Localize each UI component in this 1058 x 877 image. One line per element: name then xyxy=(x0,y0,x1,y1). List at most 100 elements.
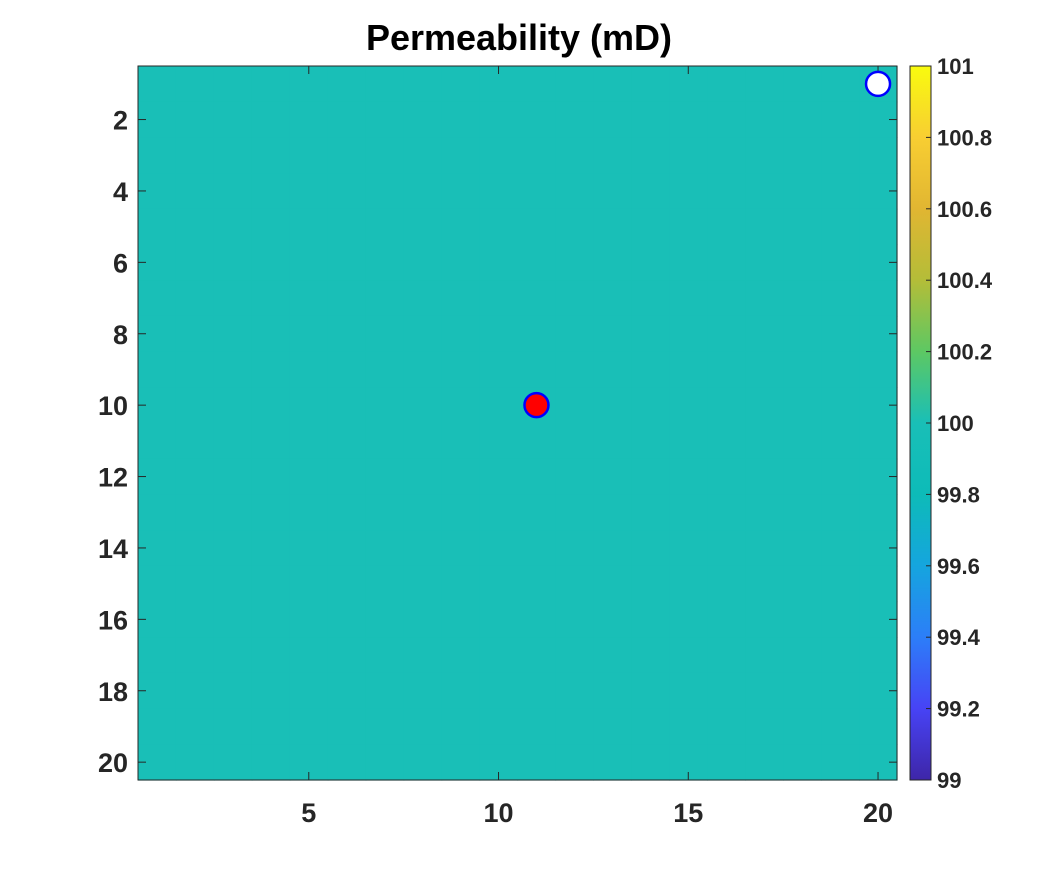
heatmap-cell xyxy=(138,565,177,603)
heatmap-cell xyxy=(555,315,594,353)
heatmap-cell xyxy=(289,208,329,246)
x-axis: 5 10 15 20 xyxy=(301,66,893,828)
heatmap-cell xyxy=(327,458,367,495)
heatmap-cell xyxy=(669,672,708,710)
heatmap-cell xyxy=(669,530,708,567)
heatmap-cell xyxy=(251,672,291,710)
heatmap-cell xyxy=(517,565,557,603)
heatmap-cell xyxy=(517,744,557,781)
heatmap-cell xyxy=(517,672,557,710)
heatmap-cell xyxy=(517,458,557,495)
chart-title: Permeability (mD) xyxy=(366,17,672,58)
heatmap-cell xyxy=(859,708,898,745)
heatmap-cell xyxy=(289,672,329,710)
heatmap-cell xyxy=(175,244,215,281)
y-tick-label: 4 xyxy=(113,177,128,207)
heatmap-cell xyxy=(593,137,632,174)
heatmap-cell xyxy=(745,315,784,353)
heatmap-cell xyxy=(593,708,632,745)
heatmap-cell xyxy=(783,530,822,567)
heatmap-cell xyxy=(783,494,822,531)
heatmap-cell xyxy=(175,351,215,388)
heatmap-cell xyxy=(479,458,519,495)
heatmap-cell xyxy=(138,280,177,317)
heatmap-cell xyxy=(213,637,253,674)
plot-area xyxy=(137,65,898,781)
heatmap-cell xyxy=(707,208,746,246)
heatmap-cell xyxy=(593,66,632,103)
heatmap-cell xyxy=(821,208,860,246)
heatmap-cell xyxy=(745,744,784,781)
heatmap-cell xyxy=(783,565,822,603)
heatmap-cell xyxy=(213,280,253,317)
heatmap-cell xyxy=(555,244,594,281)
heatmap-cell xyxy=(175,601,215,638)
heatmap-cell xyxy=(593,173,632,210)
heatmap-cell xyxy=(365,315,405,353)
heatmap-cell xyxy=(821,672,860,710)
heatmap-cell xyxy=(555,137,594,174)
heatmap-cell xyxy=(821,173,860,210)
heatmap-cell xyxy=(441,351,481,388)
heatmap-cell xyxy=(213,601,253,638)
heatmap-cell xyxy=(745,387,784,424)
heatmap-cell xyxy=(441,637,481,674)
heatmap-cell xyxy=(821,387,860,424)
heatmap-cell xyxy=(289,351,329,388)
heatmap-cell xyxy=(441,66,481,103)
heatmap-cell xyxy=(289,708,329,745)
y-tick-label: 6 xyxy=(113,248,128,278)
heatmap-cell xyxy=(213,530,253,567)
heatmap-cell xyxy=(441,744,481,781)
heatmap-cell xyxy=(669,173,708,210)
heatmap-cell xyxy=(403,66,443,103)
heatmap-cell xyxy=(517,423,557,460)
heatmap-cell xyxy=(783,208,822,246)
heatmap-cell xyxy=(859,423,898,460)
heatmap-cell xyxy=(555,601,594,638)
heatmap-cell xyxy=(327,387,367,424)
heatmap-cell xyxy=(707,351,746,388)
heatmap-cell xyxy=(289,244,329,281)
heatmap-cell xyxy=(365,744,405,781)
heatmap-cell xyxy=(251,280,291,317)
heatmap-cell xyxy=(403,637,443,674)
heatmap-cell xyxy=(403,137,443,174)
heatmap-cell xyxy=(479,637,519,674)
heatmap-cell xyxy=(593,637,632,674)
heatmap-cell xyxy=(783,744,822,781)
heatmap-cell xyxy=(327,280,367,317)
heatmap-cell xyxy=(707,280,746,317)
heatmap-cell xyxy=(593,458,632,495)
heatmap-cell xyxy=(555,423,594,460)
heatmap-cell xyxy=(479,423,519,460)
heatmap-cell xyxy=(783,137,822,174)
heatmap-cell xyxy=(707,173,746,210)
heatmap-cell xyxy=(631,494,670,531)
heatmap-cell xyxy=(859,137,898,174)
heatmap-cell xyxy=(669,494,708,531)
heatmap-cell xyxy=(859,351,898,388)
y-axis: 2 4 6 8 10 12 14 16 18 20 xyxy=(98,106,897,778)
heatmap-cell xyxy=(365,208,405,246)
heatmap-cell xyxy=(138,137,177,174)
heatmap-cell xyxy=(213,458,253,495)
heatmap-cell xyxy=(403,244,443,281)
colorbar-tick-label: 100.4 xyxy=(937,268,993,293)
heatmap-cell xyxy=(859,637,898,674)
colorbar-tick-label: 99.4 xyxy=(937,625,981,650)
heatmap-cell xyxy=(441,173,481,210)
heatmap-cell xyxy=(745,66,784,103)
heatmap-cell xyxy=(365,423,405,460)
heatmap-cell xyxy=(479,351,519,388)
heatmap-cell xyxy=(707,637,746,674)
heatmap-cell xyxy=(138,351,177,388)
heatmap-cell xyxy=(403,744,443,781)
heatmap-cell xyxy=(707,244,746,281)
heatmap-cell xyxy=(631,315,670,353)
heatmap-cell xyxy=(555,744,594,781)
heatmap-cell xyxy=(631,458,670,495)
colorbar-tick-label: 99.2 xyxy=(937,697,980,722)
heatmap-cell xyxy=(821,744,860,781)
heatmap-cell xyxy=(175,458,215,495)
